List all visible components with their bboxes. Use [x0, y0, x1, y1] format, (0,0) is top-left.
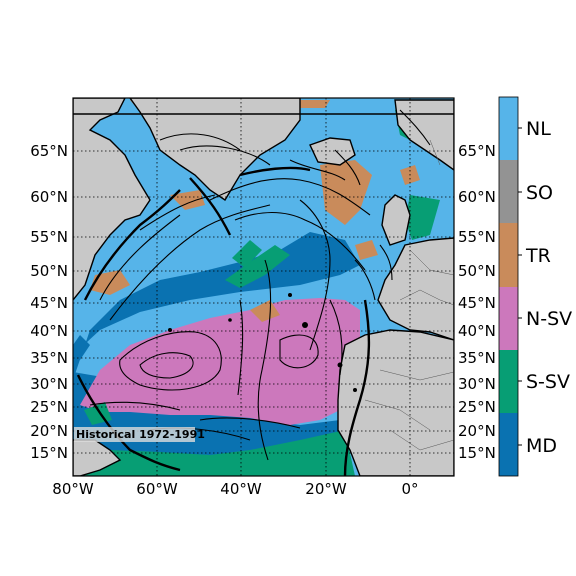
- lat-label-left: 20°N: [30, 422, 68, 440]
- lat-label-right: 20°N: [458, 422, 496, 440]
- greenland: [129, 98, 301, 201]
- iceland: [309, 137, 356, 166]
- lat-label-right: 60°N: [458, 188, 496, 206]
- lat-label-right: 50°N: [458, 262, 496, 280]
- map-panel: Historical 1972-1991: [73, 98, 454, 476]
- lat-label-right: 45°N: [458, 294, 496, 312]
- colorbar-swatch-nl: [499, 97, 518, 160]
- lat-label-right: 65°N: [458, 142, 496, 160]
- colorbar-label: N-SV: [526, 308, 572, 330]
- colorbar-label: TR: [525, 245, 551, 267]
- lat-label-right: 15°N: [458, 444, 496, 462]
- colorbar-label: MD: [526, 435, 557, 457]
- lon-label: 80°W: [52, 480, 94, 498]
- colorbar-swatch-n-sv: [499, 287, 518, 350]
- lat-label-right: 30°N: [458, 375, 496, 393]
- coast-contours-thick: [76, 166, 371, 476]
- lon-label: 40°W: [220, 480, 262, 498]
- lat-label-right: 35°N: [458, 349, 496, 367]
- north-america: [73, 98, 151, 302]
- africa: [337, 329, 454, 476]
- n-sv-region: [80, 298, 360, 425]
- lat-label-left: 30°N: [30, 375, 68, 393]
- lat-label-right: 25°N: [458, 398, 496, 416]
- british-isles: [381, 194, 411, 246]
- lon-label: 60°W: [136, 480, 178, 498]
- inset-label: Historical 1972-1991: [76, 428, 205, 441]
- colorbar-swatch-tr: [499, 223, 518, 287]
- country-borders: [364, 139, 454, 451]
- scandinavia: [394, 99, 454, 171]
- lon-label: 0°: [401, 480, 418, 498]
- colorbar-swatch-md: [499, 413, 518, 476]
- lat-label-left: 25°N: [30, 398, 68, 416]
- lat-label-right: 55°N: [458, 228, 496, 246]
- lat-label-left: 35°N: [30, 349, 68, 367]
- s-sv-region-2: [225, 245, 290, 288]
- small-islands: [168, 293, 357, 392]
- colorbar-label: SO: [526, 182, 553, 204]
- colorbar-swatch-so: [499, 160, 518, 223]
- colorbar-frame: [498, 96, 519, 477]
- lat-label-left: 55°N: [30, 228, 68, 246]
- s-sv-region: [73, 430, 355, 476]
- lat-label-left: 15°N: [30, 444, 68, 462]
- colorbar-swatch-s-sv: [499, 350, 518, 413]
- map-frame: [72, 97, 455, 477]
- lat-label-right: 40°N: [458, 322, 496, 340]
- lat-label-left: 40°N: [30, 322, 68, 340]
- colorbar-label: S-SV: [526, 371, 570, 393]
- lon-label: 20°W: [305, 480, 347, 498]
- lat-label-left: 65°N: [30, 142, 68, 160]
- inset-label-box: [74, 427, 195, 442]
- lat-label-left: 60°N: [30, 188, 68, 206]
- graticule: [73, 98, 454, 476]
- colorbar-label: NL: [526, 118, 551, 140]
- colorbar: NL SO TR N-SV S-SV MD: [498, 96, 572, 477]
- lat-label-left: 50°N: [30, 262, 68, 280]
- colorbar-ticks: [518, 127, 522, 446]
- lat-labels-left: 15°N 20°N 25°N 30°N 35°N 40°N 45°N 50°N …: [30, 142, 68, 462]
- lat-labels-right: 15°N 20°N 25°N 30°N 35°N 40°N 45°N 50°N …: [458, 142, 496, 462]
- s-sv-region-3: [232, 240, 262, 268]
- lat-label-left: 45°N: [30, 294, 68, 312]
- lon-labels: 80°W 60°W 40°W 20°W 0°: [52, 480, 418, 498]
- md-region-mid: [73, 232, 360, 380]
- md-region-west: [73, 335, 90, 362]
